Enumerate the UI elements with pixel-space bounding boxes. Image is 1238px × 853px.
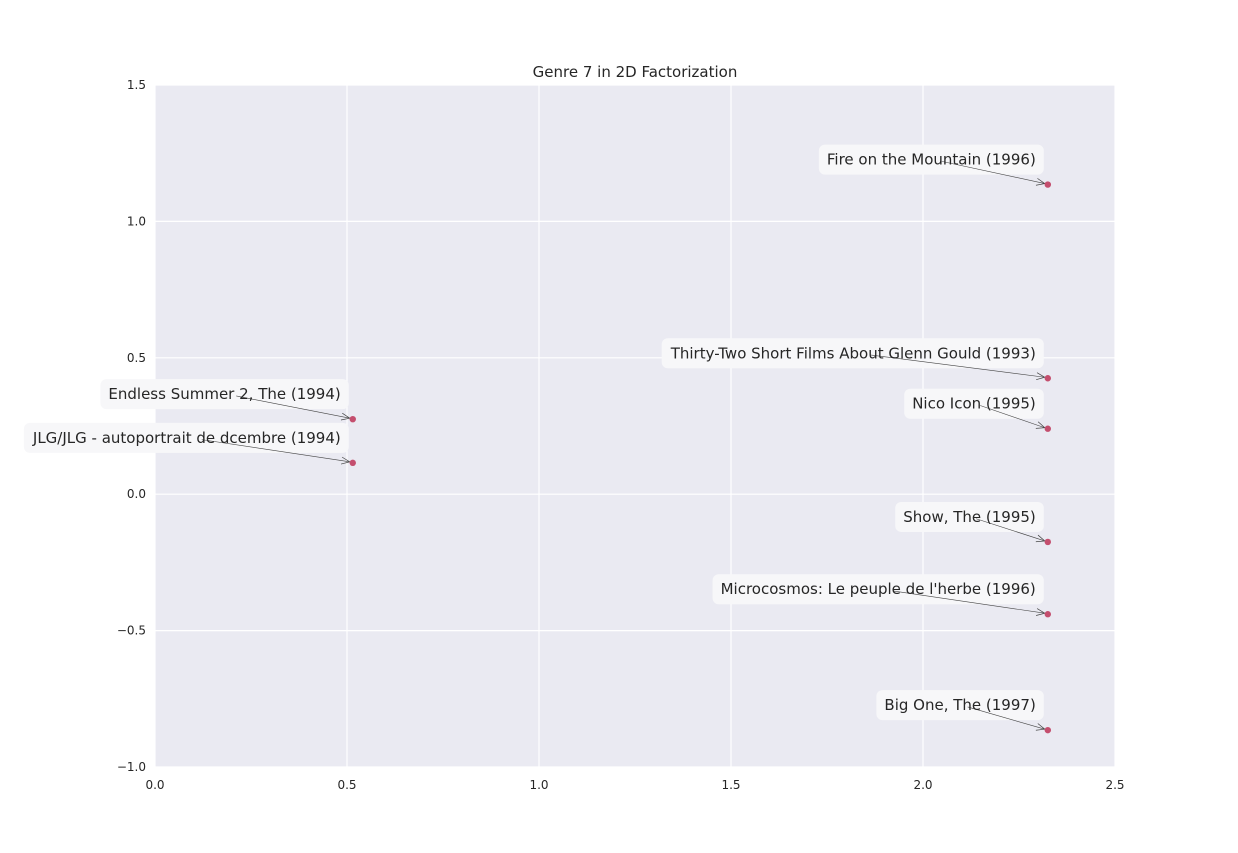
- annotation-arrow: [871, 354, 1045, 378]
- annotation-box: [895, 501, 1044, 532]
- x-axis-ticks: 0.0 0.5 1.0 1.5 2.0 2.5: [145, 778, 1124, 792]
- chart-title: Genre 7 in 2D Factorization: [533, 63, 738, 81]
- y-axis-ticks: 1.5 1.0 0.5 0.0 −0.5 −1.0: [117, 78, 146, 774]
- annotation-box: [23, 422, 349, 453]
- annotation-label: Fire on the Mountain (1996): [827, 151, 1036, 169]
- annotation-arrow: [236, 395, 350, 419]
- y-tick-label: 0.5: [127, 351, 146, 365]
- point-annotation: Fire on the Mountain (1996): [818, 144, 1046, 186]
- point-annotation: Show, The (1995): [895, 501, 1046, 543]
- data-point: [1044, 181, 1052, 188]
- y-tick-label: 1.0: [127, 214, 146, 228]
- annotation-arrow: [941, 161, 1045, 184]
- annotation-box: [904, 388, 1044, 419]
- annotation-arrow: [967, 706, 1045, 730]
- point-annotation: Microcosmos: Le peuple de l'herbe (1996): [712, 574, 1046, 616]
- annotation-arrow: [980, 405, 1045, 429]
- x-tick-label: 2.5: [1105, 778, 1124, 792]
- annotation-label: Thirty-Two Short Films About Glenn Gould…: [670, 344, 1036, 362]
- annotation-box: [876, 690, 1044, 721]
- data-points: [349, 181, 1052, 734]
- point-annotation: Big One, The (1997): [876, 690, 1046, 731]
- annotation-box: [661, 338, 1044, 369]
- point-annotation: Endless Summer 2, The (1994): [100, 379, 351, 421]
- y-tick-label: −0.5: [117, 624, 146, 638]
- data-point: [1044, 375, 1052, 382]
- annotations: Fire on the Mountain (1996) Thirty-Two Sh…: [23, 144, 1046, 731]
- x-tick-label: 0.5: [337, 778, 356, 792]
- x-tick-label: 0.0: [145, 778, 164, 792]
- x-tick-label: 1.0: [529, 778, 548, 792]
- annotation-box: [100, 379, 349, 410]
- data-point: [1044, 425, 1052, 432]
- annotation-label: JLG/JLG - autoportrait de dcembre (1994): [32, 429, 341, 447]
- data-point: [1044, 726, 1052, 734]
- annotation-label: Big One, The (1997): [884, 696, 1035, 714]
- data-point: [349, 415, 356, 423]
- point-annotation: Nico Icon (1995): [904, 388, 1046, 429]
- y-tick-label: 1.5: [127, 78, 146, 92]
- annotation-label: Nico Icon (1995): [912, 395, 1036, 413]
- annotation-arrow: [976, 518, 1045, 542]
- x-tick-label: 2.0: [913, 778, 932, 792]
- annotation-arrow: [201, 439, 350, 463]
- y-tick-label: −1.0: [117, 760, 146, 774]
- data-point: [1044, 538, 1052, 546]
- point-annotation: JLG/JLG - autoportrait de dcembre (1994): [23, 422, 351, 465]
- y-tick-label: 0.0: [127, 487, 146, 501]
- annotation-box: [712, 574, 1044, 605]
- annotation-label: Endless Summer 2, The (1994): [108, 385, 340, 403]
- annotation-box: [818, 144, 1044, 175]
- annotation-label: Microcosmos: Le peuple de l'herbe (1996): [721, 580, 1036, 598]
- point-annotation: Thirty-Two Short Films About Glenn Gould…: [661, 338, 1046, 381]
- x-tick-label: 1.5: [721, 778, 740, 792]
- annotation-arrow: [893, 590, 1045, 614]
- data-point: [349, 459, 356, 467]
- annotation-label: Show, The (1995): [903, 508, 1036, 526]
- data-point: [1044, 611, 1052, 618]
